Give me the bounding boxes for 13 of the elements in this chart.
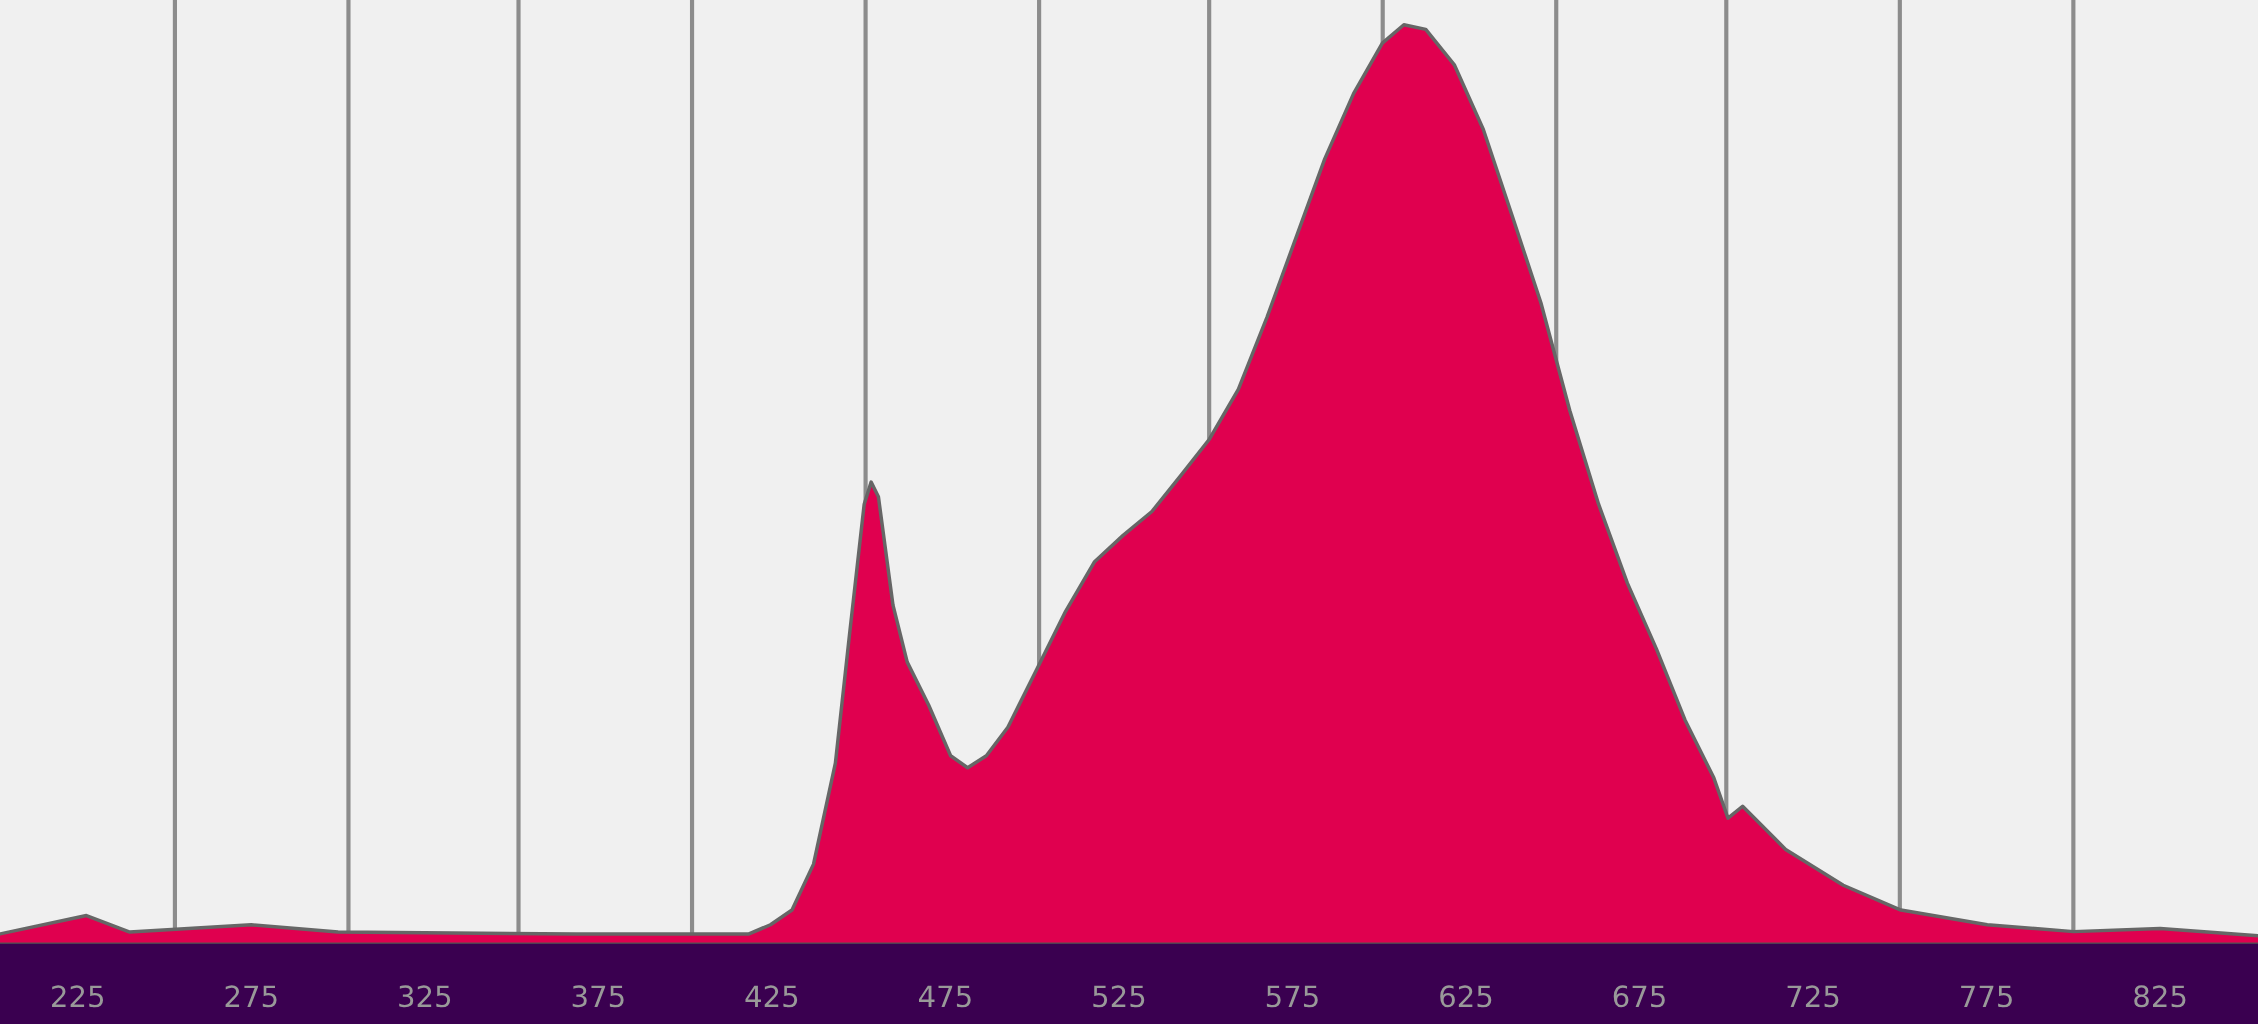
x-tick-label: 775 [1961,985,2012,1008]
x-tick-label: 625 [1440,985,1492,1008]
x-tick-label: 375 [572,985,624,1008]
x-tick-label: 825 [2134,985,2186,1008]
x-tick-label: 525 [1093,985,1145,1008]
x-tick-label: 725 [1787,985,1839,1008]
x-tick-label: 675 [1613,985,1665,1008]
x-tick-label: 225 [52,985,104,1008]
x-tick-label: 425 [745,985,798,1008]
x-tick-label: 575 [1266,985,1318,1008]
x-tick-label: 275 [225,985,277,1008]
x-tick-label: 475 [918,985,971,1008]
x-tick-label: 325 [399,985,451,1008]
